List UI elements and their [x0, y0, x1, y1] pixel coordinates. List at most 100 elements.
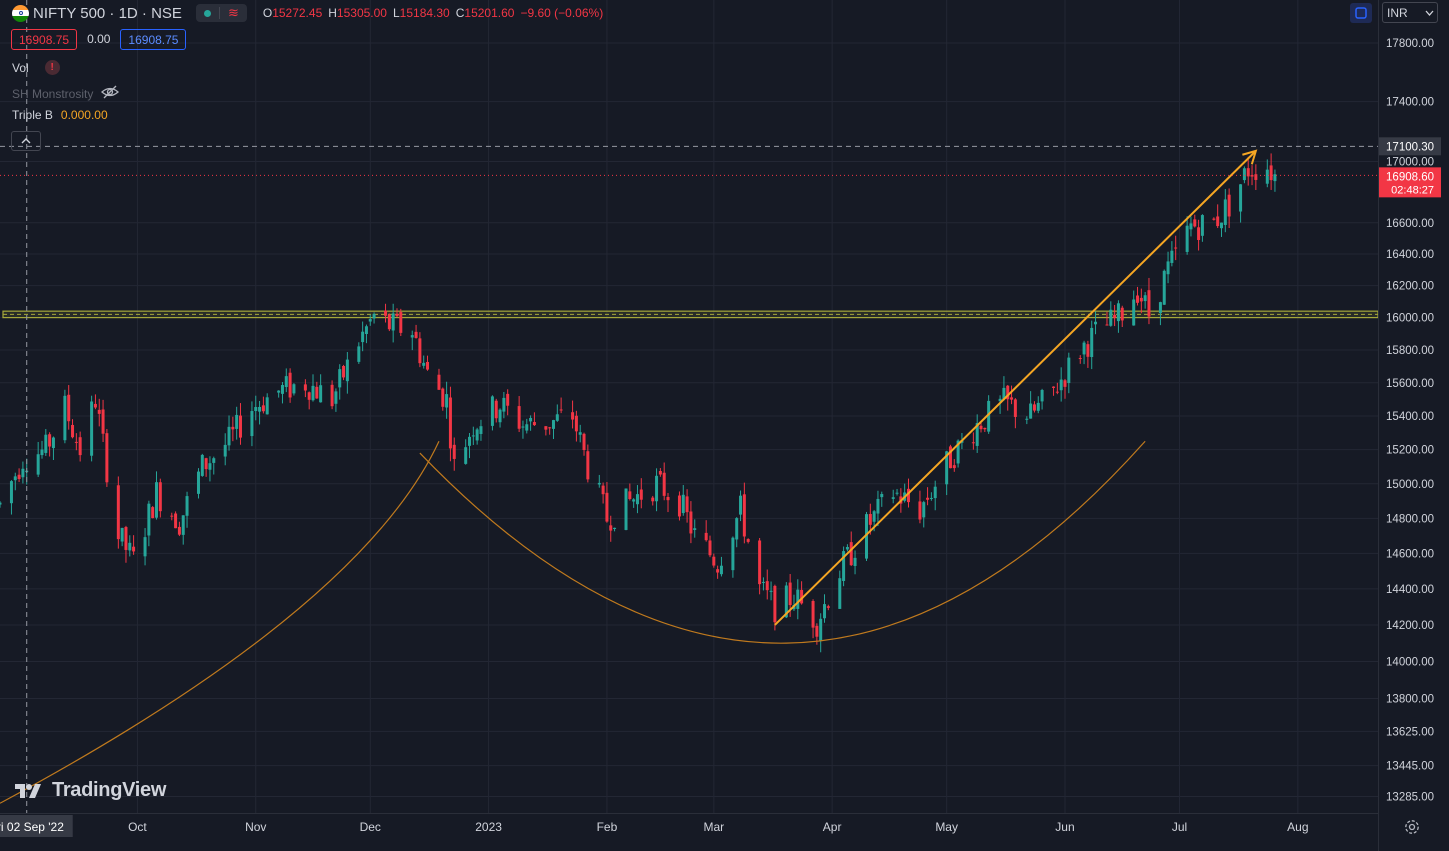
candle-body [212, 458, 216, 463]
candle-body [1223, 199, 1227, 225]
price-tick-label: 14000.00 [1386, 656, 1434, 668]
candle-body [1174, 247, 1178, 249]
candle-body [1040, 390, 1044, 402]
candle-body [571, 412, 575, 420]
candle-body [708, 540, 712, 556]
candle-body [181, 515, 185, 535]
high-value: 15305.00 [336, 6, 387, 20]
time-tick-label: Aug [1287, 820, 1308, 834]
price-tick-label: 15200.00 [1386, 445, 1434, 457]
candle-body [1139, 297, 1143, 302]
candle-body [490, 396, 494, 426]
layout-toggle-button[interactable] [1350, 3, 1372, 23]
candle-body [933, 486, 937, 499]
candle-body [63, 395, 67, 441]
time-tick-label: Feb [597, 820, 618, 834]
candle-body [36, 454, 40, 475]
candle-body [426, 361, 430, 370]
left-arc[interactable] [0, 440, 440, 804]
buy-button[interactable]: 16908.75 [120, 29, 187, 50]
price-tick-label: 14400.00 [1386, 584, 1434, 596]
candle-body [574, 415, 578, 432]
candle-body [731, 537, 735, 571]
hidden-eye-icon[interactable] [101, 84, 120, 103]
candle-body [1006, 385, 1010, 400]
candle-body [78, 437, 82, 456]
candle-body [311, 385, 315, 401]
error-icon[interactable]: ! [44, 60, 60, 75]
candle-body [1136, 295, 1140, 303]
candle-body [0, 502, 2, 505]
candle-body [422, 362, 426, 366]
candle-body [635, 494, 639, 505]
candle-body [1010, 397, 1014, 400]
candle-body [739, 495, 743, 515]
last-price-tag [1379, 167, 1441, 198]
candle-body [170, 515, 174, 517]
candle-body [525, 424, 529, 431]
candle-body [704, 532, 708, 541]
candle-body [651, 497, 655, 502]
currency-select[interactable]: INR [1382, 2, 1438, 23]
gear-icon[interactable] [1403, 818, 1421, 836]
candle-body [254, 407, 258, 412]
indicator-triple-b[interactable]: Triple B 0.00 0.00 [12, 108, 108, 122]
support-zone[interactable] [2, 310, 1379, 319]
candle-body [334, 391, 338, 404]
candle-body [1109, 309, 1113, 326]
indicator-sh-monstrosity[interactable]: SH Monstrosity [12, 84, 120, 103]
symbol-title[interactable]: NIFTY 500 · 1D · NSE [33, 4, 182, 22]
price-tick-label: 17400.00 [1386, 97, 1434, 109]
price-tick-label: 13625.00 [1386, 726, 1434, 738]
candle-body [918, 501, 922, 520]
candle-body [1200, 215, 1204, 236]
crosshair-price-value: 17100.30 [1386, 141, 1434, 153]
candle-body [948, 446, 952, 469]
collapse-legend-button[interactable] [11, 131, 41, 151]
candle-body [204, 458, 208, 470]
candle-body [796, 589, 800, 609]
drawings-layer[interactable] [0, 149, 1258, 804]
candle-body [1197, 227, 1201, 240]
price-axis[interactable]: 17800.00 17400.00 17000.00 16600.00 16400.00… [1378, 0, 1449, 851]
candle-body [628, 491, 632, 499]
candle-body [712, 556, 716, 566]
candle-body [261, 405, 265, 412]
candle-body [891, 497, 895, 499]
candle-body [521, 426, 525, 428]
trend-arrow-line[interactable] [774, 150, 1257, 626]
trade-price-row: 16908.75 0.00 16908.75 [11, 29, 187, 50]
candle-body [90, 401, 94, 456]
symbol-header: NIFTY 500 · 1D · NSE ≋ O15272.45 H15305.… [12, 4, 603, 22]
candle-body [147, 503, 151, 536]
market-status-pill[interactable]: ≋ [195, 4, 247, 22]
candle-body [1055, 391, 1059, 393]
time-tick-label: Mar [703, 820, 724, 834]
cup-arc[interactable] [419, 440, 1146, 644]
candle-body [666, 497, 670, 501]
low-value: 15184.30 [399, 6, 450, 20]
candle-body [685, 496, 689, 513]
candle-body [315, 386, 319, 399]
sell-button[interactable]: 16908.75 [11, 29, 78, 50]
candle-body [529, 417, 533, 422]
candle-body [983, 427, 987, 430]
candle-body [998, 398, 1002, 402]
candle-body [845, 546, 849, 550]
candle-body [238, 415, 242, 438]
candle-body [448, 397, 452, 449]
candle-body [1239, 184, 1243, 212]
candle-body [506, 393, 510, 406]
candle-body [464, 447, 468, 464]
time-axis[interactable]: Oct Nov Dec 2023 Feb Mar Apr May Jun Jul Aug Fri 02… [0, 813, 1378, 838]
indicator-vol[interactable]: Vol ! [12, 60, 60, 75]
candle-body [1113, 314, 1117, 318]
candle-body [452, 444, 456, 459]
candle-body [551, 420, 555, 429]
candle-body [475, 429, 479, 441]
market-open-dot-icon [203, 9, 211, 17]
candle-body [128, 542, 132, 551]
bar-countdown: 02:48:27 [1391, 184, 1434, 196]
close-label: C [455, 6, 465, 20]
